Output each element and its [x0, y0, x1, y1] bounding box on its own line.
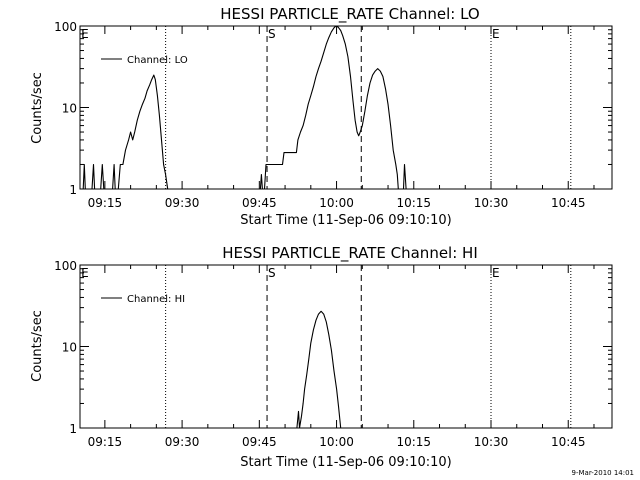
marker-label: E: [81, 27, 89, 41]
marker-label: E: [492, 266, 500, 280]
chart-title: HESSI PARTICLE_RATE Channel: LO: [220, 5, 479, 24]
x-tick-label: 09:45: [242, 196, 277, 210]
y-tick-label: 10: [62, 102, 77, 116]
x-tick-label: 10:15: [396, 435, 431, 449]
x-tick-label: 10:15: [396, 196, 431, 210]
series-line: [82, 74, 169, 190]
x-axis-label: Start Time (11-Sep-06 09:10:10): [240, 455, 451, 470]
marker-label: S: [268, 27, 276, 41]
y-axis-label: Counts/sec: [30, 72, 45, 144]
x-tick-label: 10:45: [551, 435, 586, 449]
plot-frame: [79, 264, 613, 429]
y-tick-label: 10: [62, 341, 77, 355]
x-tick-label: 10:00: [319, 435, 354, 449]
plot-frame: [79, 25, 613, 190]
x-axis-label: Start Time (11-Sep-06 09:10:10): [240, 213, 451, 228]
y-tick-label: 100: [54, 20, 77, 34]
series-line: [263, 25, 399, 190]
x-tick-label: 10:30: [474, 435, 509, 449]
chart-hi: HESSI PARTICLE_RATE Channel: HI Start Ti…: [30, 244, 613, 470]
chart-lo: HESSI PARTICLE_RATE Channel: LO Start Ti…: [30, 5, 613, 228]
series-line: [402, 163, 407, 190]
series-line: [259, 174, 263, 190]
x-tick-label: 09:15: [88, 196, 123, 210]
x-tick-label: 09:45: [242, 435, 277, 449]
y-tick-label: 1: [69, 183, 77, 197]
x-tick-label: 09:15: [88, 435, 123, 449]
footer-date: 9-Mar-2010 14:01: [572, 469, 634, 477]
legend-label: Channel: HI: [127, 294, 185, 305]
x-tick-label: 10:45: [551, 196, 586, 210]
y-axis-label: Counts/sec: [30, 310, 45, 382]
marker-label: E: [81, 266, 89, 280]
chart-title: HESSI PARTICLE_RATE Channel: HI: [222, 244, 478, 263]
marker-label: E: [492, 27, 500, 41]
legend-label: Channel: LO: [127, 55, 188, 66]
x-tick-label: 09:30: [165, 435, 200, 449]
x-tick-label: 10:00: [319, 196, 354, 210]
y-tick-label: 1: [69, 422, 77, 436]
series-line: [296, 310, 342, 429]
x-tick-label: 10:30: [474, 196, 509, 210]
x-tick-label: 09:30: [165, 196, 200, 210]
y-tick-label: 100: [54, 259, 77, 273]
marker-label: S: [268, 266, 276, 280]
